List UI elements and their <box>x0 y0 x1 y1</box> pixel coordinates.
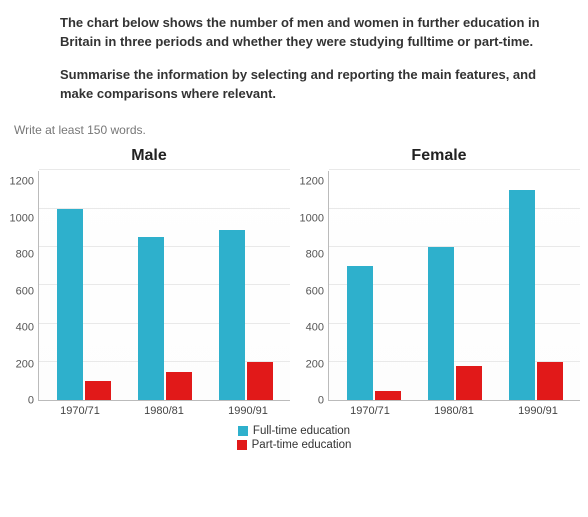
y-tick: 600 <box>298 286 324 297</box>
bar-group <box>54 209 114 401</box>
charts-container: Male0200400600800100012001970/711980/811… <box>0 143 588 417</box>
word-instruction: Write at least 150 words. <box>0 123 588 143</box>
x-tick: 1980/81 <box>134 405 194 417</box>
bar-part <box>456 366 482 401</box>
x-tick: 1980/81 <box>424 405 484 417</box>
bar-part <box>247 362 273 400</box>
x-tick: 1970/71 <box>340 405 400 417</box>
bar-full <box>509 190 535 401</box>
x-axis: 1970/71 1980/81 1990/91 <box>8 401 290 417</box>
y-tick: 200 <box>298 359 324 370</box>
prompt-line-2: Summarise the information by selecting a… <box>60 66 556 104</box>
chart-title: Male <box>8 147 290 165</box>
bar-part <box>85 381 111 400</box>
prompt-line-1: The chart below shows the number of men … <box>60 14 556 52</box>
plot-area <box>38 171 290 401</box>
chart-male: Male0200400600800100012001970/711980/811… <box>8 147 290 417</box>
legend-item-part: Part-time education <box>237 439 352 451</box>
legend: Full-time education Part-time education <box>0 417 588 463</box>
x-axis: 1970/71 1980/81 1990/91 <box>298 401 580 417</box>
bar-full <box>138 237 164 400</box>
chart-title: Female <box>298 147 580 165</box>
x-tick: 1990/91 <box>218 405 278 417</box>
bar-part <box>537 362 563 400</box>
y-tick: 1000 <box>298 213 324 224</box>
legend-swatch-part-icon <box>237 440 247 450</box>
bar-part <box>375 391 401 401</box>
y-tick: 800 <box>8 250 34 261</box>
bar-full <box>347 266 373 400</box>
x-tick: 1990/91 <box>508 405 568 417</box>
y-tick: 1200 <box>298 177 324 188</box>
y-axis: 020040060080010001200 <box>8 171 38 401</box>
bar-full <box>219 230 245 401</box>
y-tick: 400 <box>298 323 324 334</box>
bar-group <box>425 247 485 400</box>
task-prompt: The chart below shows the number of men … <box>0 0 588 123</box>
y-tick: 0 <box>8 396 34 407</box>
bar-part <box>166 372 192 401</box>
bar-group <box>216 230 276 401</box>
chart-female: Female 0 200 400 600 800 1000 1200 1970/71 1980/8… <box>298 147 580 417</box>
legend-label-full: Full-time education <box>253 425 350 437</box>
y-tick: 600 <box>8 286 34 297</box>
y-tick: 0 <box>298 396 324 407</box>
legend-swatch-full-icon <box>238 426 248 436</box>
bar-full <box>428 247 454 400</box>
plot-area <box>328 171 580 401</box>
y-tick: 800 <box>298 250 324 261</box>
y-tick: 1000 <box>8 213 34 224</box>
bar-group <box>506 190 566 401</box>
bar-group <box>135 237 195 400</box>
y-tick: 1200 <box>8 177 34 188</box>
legend-item-full: Full-time education <box>238 425 350 437</box>
y-tick: 400 <box>8 323 34 334</box>
y-tick: 200 <box>8 359 34 370</box>
y-axis: 020040060080010001200 <box>298 171 328 401</box>
bar-group <box>344 266 404 400</box>
bar-full <box>57 209 83 401</box>
x-tick: 1970/71 <box>50 405 110 417</box>
legend-label-part: Part-time education <box>252 439 352 451</box>
